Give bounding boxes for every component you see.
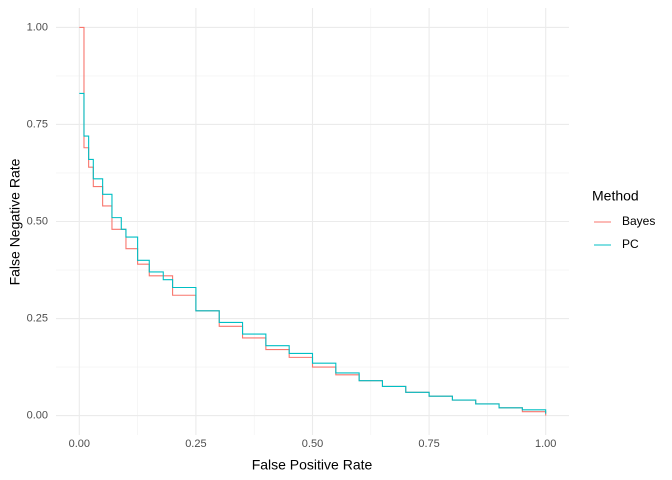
- y-tick-label: 0.25: [27, 312, 48, 324]
- y-axis-title: False Negative Rate: [7, 158, 23, 285]
- x-tick-label: 0.75: [418, 438, 439, 450]
- x-axis-title: False Positive Rate: [252, 457, 373, 473]
- y-tick-label: 0.50: [27, 215, 48, 227]
- y-tick-label: 1.00: [27, 21, 48, 33]
- x-tick-label: 0.50: [302, 438, 323, 450]
- x-tick-label: 0.00: [69, 438, 90, 450]
- y-tick-label: 0.00: [27, 409, 48, 421]
- x-tick-label: 1.00: [535, 438, 556, 450]
- step-line: [79, 92, 547, 414]
- legend-label: Bayes: [622, 214, 655, 228]
- y-tick-label: 0.75: [27, 118, 48, 130]
- x-tick-label: 0.25: [185, 438, 206, 450]
- legend-label: PC: [622, 237, 639, 251]
- legend-title: Method: [592, 188, 639, 204]
